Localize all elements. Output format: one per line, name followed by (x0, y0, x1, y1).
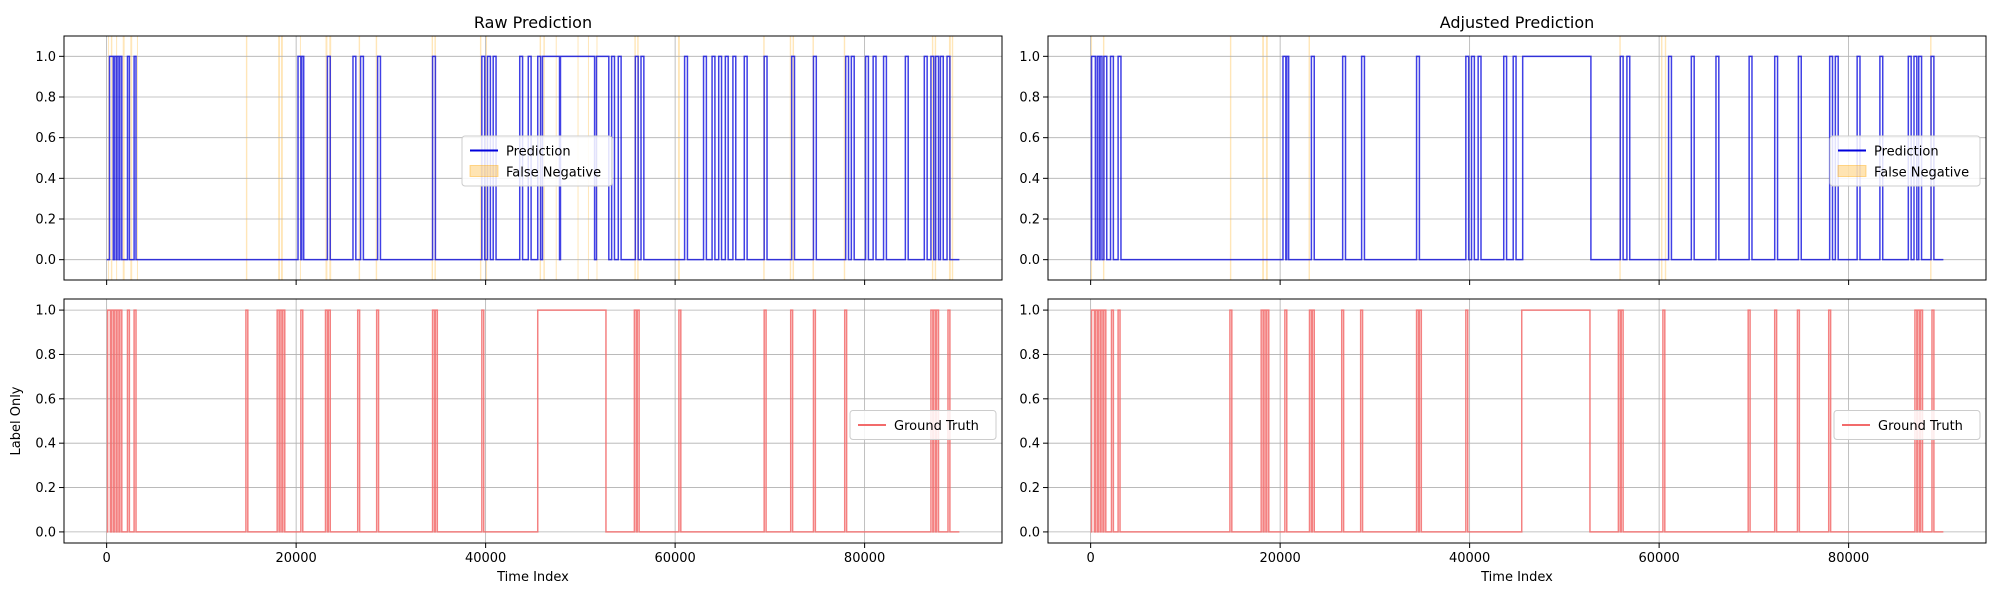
y-tick-label: 0.6 (35, 131, 56, 146)
x-tick-label: 0 (1086, 551, 1094, 566)
y-tick-label: 0.0 (1019, 253, 1040, 268)
false-negative-span (792, 36, 795, 280)
false-negative-span (951, 36, 954, 280)
x-tick-label: 20000 (1259, 551, 1300, 566)
y-tick-label: 0.6 (1019, 392, 1040, 407)
false-negative-span (1262, 36, 1265, 280)
false-negative-span (110, 36, 113, 280)
x-tick-label: 60000 (654, 551, 695, 566)
ground-truth-line (1090, 309, 1944, 533)
axes-frame (1047, 298, 1987, 544)
axes-frame (1047, 35, 1987, 281)
legend-swatch-false-negative (469, 165, 499, 177)
y-tick-label: 0.2 (35, 481, 56, 496)
y-tick-label: 1.0 (35, 304, 56, 319)
y-tick-label: 0.8 (1019, 348, 1040, 363)
false-negative-span (375, 36, 378, 280)
y-tick-label: 0.4 (1019, 172, 1040, 187)
y-tick-label: 0.8 (35, 91, 56, 106)
x-tick-label: 40000 (1449, 551, 1490, 566)
false-negative-span (1229, 36, 1232, 280)
legend-label-ground-truth: Ground Truth (894, 419, 979, 434)
legend-label-prediction: Prediction (1874, 145, 1939, 160)
false-negative-span (122, 36, 125, 280)
x-tick-label: 80000 (1828, 551, 1869, 566)
y-tick-label: 0.2 (1019, 213, 1040, 228)
false-negative-span (108, 36, 110, 280)
legend-label-ground-truth: Ground Truth (1878, 419, 1963, 434)
false-negative-span (843, 36, 846, 280)
legend-box (461, 135, 613, 187)
x-tick-label: 80000 (844, 551, 885, 566)
legend-box (1833, 410, 1981, 440)
false-negative-span (789, 36, 792, 280)
legend: Ground Truth (849, 410, 997, 440)
y-tick-label: 0.6 (35, 392, 56, 407)
y-tick-label: 1.0 (35, 50, 56, 65)
false-negative-span (1265, 36, 1268, 280)
plot-area (64, 299, 1002, 543)
y-tick-label: 0.0 (35, 253, 56, 268)
y-tick-label: 0.0 (35, 525, 56, 540)
ground-truth-line (106, 309, 960, 533)
plot-area (1048, 36, 1986, 280)
panel-adjusted-prediction: 0.0 0.2 0.4 0.6 0.8 1.0 Adjusted Prediction Pre… (1019, 13, 1987, 285)
legend-label-false-negative: False Negative (1874, 166, 1969, 181)
x-tick-label: 0 (102, 551, 110, 566)
legend-box (849, 410, 997, 440)
y-tick-label: 0.4 (35, 437, 56, 452)
x-tick-label: 40000 (465, 551, 506, 566)
y-tick-label: 0.8 (1019, 91, 1040, 106)
panel-raw-prediction: 0.0 0.2 0.4 0.6 0.8 1.0 Raw Prediction Predicti… (35, 13, 1003, 285)
y-tick-label: 1.0 (1019, 304, 1040, 319)
panel-ground-truth-left: 0 20000 40000 60000 80000 0.0 0.2 0.4 0.6 0.8 1.0 T… (9, 298, 1003, 585)
x-axis-label: Time Index (496, 570, 569, 585)
x-tick-label: 60000 (1638, 551, 1679, 566)
false-negative-span (325, 36, 328, 280)
y-tick-label: 0.8 (35, 348, 56, 363)
prediction-line (1090, 55, 1944, 261)
y-tick-label: 0.2 (1019, 481, 1040, 496)
y-tick-label: 0.4 (35, 172, 56, 187)
legend: Prediction False Negative (1829, 135, 1981, 187)
plot-area (1048, 299, 1986, 543)
x-tick-label: 20000 (275, 551, 316, 566)
panel-title: Raw Prediction (474, 13, 592, 32)
panel-ground-truth-right: 0 20000 40000 60000 80000 0.0 0.2 0.4 0.6 0.8 1.0 T… (1019, 298, 1987, 585)
false-negative-span (1308, 36, 1310, 280)
legend-label-prediction: Prediction (506, 145, 571, 160)
false-negative-span (677, 36, 680, 280)
y-tick-label: 0.2 (35, 213, 56, 228)
false-negative-span (245, 36, 248, 280)
false-negative-span (278, 36, 281, 280)
plot-area (64, 36, 1002, 280)
false-negative-span (931, 36, 934, 280)
axes-frame (63, 298, 1003, 544)
y-tick-label: 0.4 (1019, 437, 1040, 452)
panel-title: Adjusted Prediction (1440, 13, 1595, 32)
legend: Prediction False Negative (461, 135, 613, 187)
false-negative-span (130, 36, 133, 280)
legend: Ground Truth (1833, 410, 1981, 440)
legend-label-false-negative: False Negative (506, 166, 601, 181)
y-tick-label: 0.6 (1019, 131, 1040, 146)
y-axis-label: Label Only (9, 386, 24, 455)
legend-swatch-false-negative (1837, 165, 1867, 177)
false-negative-span (358, 36, 361, 280)
y-tick-label: 0.0 (1019, 525, 1040, 540)
prediction-line (106, 55, 960, 261)
x-axis-label: Time Index (1480, 570, 1553, 585)
y-tick-label: 1.0 (1019, 50, 1040, 65)
false-negative-span (280, 36, 283, 280)
false-negative-span (1664, 36, 1667, 280)
false-negative-span (136, 36, 138, 280)
false-negative-span (1661, 36, 1663, 280)
axes-frame (63, 35, 1003, 281)
legend-box (1829, 135, 1981, 187)
